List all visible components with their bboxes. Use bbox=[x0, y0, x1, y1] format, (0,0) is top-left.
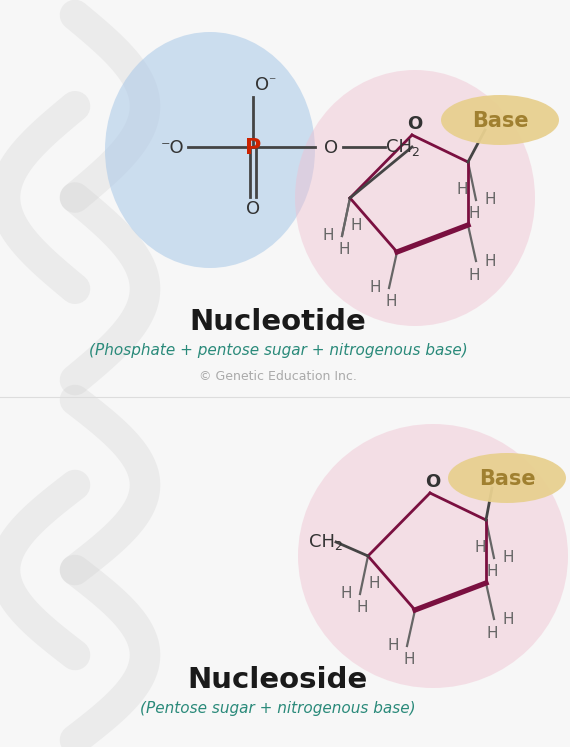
Text: H: H bbox=[340, 586, 352, 601]
Text: Nucleotide: Nucleotide bbox=[190, 308, 367, 336]
Text: O: O bbox=[425, 473, 441, 491]
Text: H: H bbox=[369, 281, 381, 296]
Text: (Phosphate + pentose sugar + nitrogenous base): (Phosphate + pentose sugar + nitrogenous… bbox=[88, 343, 467, 358]
Ellipse shape bbox=[105, 32, 315, 268]
Text: H: H bbox=[486, 625, 498, 640]
Text: H: H bbox=[385, 294, 397, 309]
Ellipse shape bbox=[295, 70, 535, 326]
Text: H: H bbox=[474, 541, 486, 556]
Text: H: H bbox=[484, 193, 496, 208]
Text: H: H bbox=[468, 206, 480, 222]
Text: O: O bbox=[246, 200, 260, 218]
Text: H: H bbox=[468, 267, 480, 282]
Text: 2: 2 bbox=[334, 541, 342, 554]
Text: H: H bbox=[502, 551, 514, 565]
Text: H: H bbox=[403, 652, 415, 668]
Text: H: H bbox=[368, 577, 380, 592]
Text: H: H bbox=[356, 601, 368, 616]
Ellipse shape bbox=[298, 424, 568, 688]
Text: O: O bbox=[324, 139, 338, 157]
Text: Nucleoside: Nucleoside bbox=[188, 666, 368, 694]
Text: ⁻: ⁻ bbox=[268, 75, 275, 89]
Text: O: O bbox=[408, 115, 422, 133]
Text: H: H bbox=[484, 253, 496, 268]
Text: H: H bbox=[456, 182, 468, 197]
Text: H: H bbox=[350, 219, 362, 234]
Text: ⁻O: ⁻O bbox=[161, 139, 185, 157]
Text: H: H bbox=[338, 243, 350, 258]
Ellipse shape bbox=[441, 95, 559, 145]
Text: H: H bbox=[502, 612, 514, 627]
Text: CH: CH bbox=[386, 138, 412, 156]
Text: Base: Base bbox=[472, 111, 528, 131]
Text: P: P bbox=[245, 138, 261, 158]
Text: © Genetic Education Inc.: © Genetic Education Inc. bbox=[199, 370, 357, 382]
Text: H: H bbox=[322, 229, 334, 244]
Text: Base: Base bbox=[479, 469, 535, 489]
Text: 2: 2 bbox=[411, 146, 419, 158]
Text: O: O bbox=[255, 76, 269, 94]
Text: H: H bbox=[486, 565, 498, 580]
Text: H: H bbox=[387, 639, 399, 654]
Ellipse shape bbox=[448, 453, 566, 503]
Text: CH: CH bbox=[309, 533, 335, 551]
Text: (Pentose sugar + nitrogenous base): (Pentose sugar + nitrogenous base) bbox=[140, 701, 416, 716]
